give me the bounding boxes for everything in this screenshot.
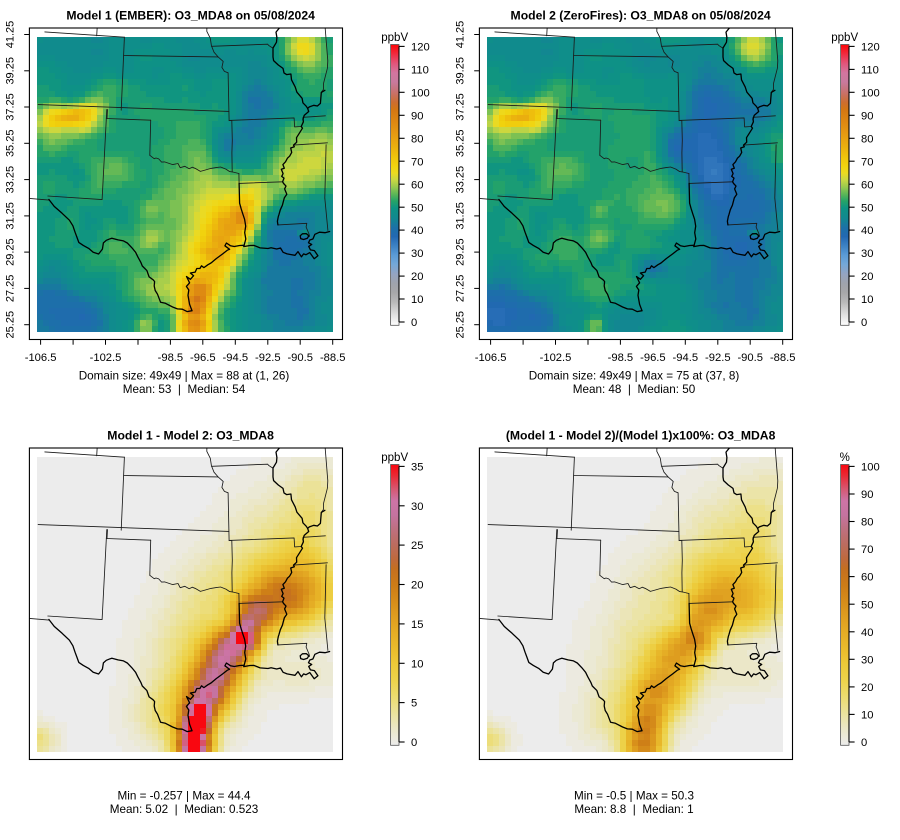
svg-text:20: 20 xyxy=(411,580,423,592)
svg-text:30: 30 xyxy=(861,248,873,260)
svg-text:50: 50 xyxy=(861,599,873,611)
svg-text:100: 100 xyxy=(411,87,430,99)
svg-text:15: 15 xyxy=(411,619,423,631)
svg-text:-90.5: -90.5 xyxy=(737,352,763,364)
svg-text:0: 0 xyxy=(861,317,867,329)
svg-text:Domain size: 49x49 | Max = 75: Domain size: 49x49 | Max = 75 at (37, 8) xyxy=(529,369,740,382)
svg-text:5: 5 xyxy=(411,698,417,710)
svg-text:0: 0 xyxy=(861,737,867,749)
svg-text:10: 10 xyxy=(411,294,423,306)
svg-text:90: 90 xyxy=(411,110,423,122)
svg-text:120: 120 xyxy=(861,42,880,54)
svg-text:Mean: 53 | Median: 54: Mean: 53 | Median: 54 xyxy=(123,383,246,396)
svg-text:ppbV: ppbV xyxy=(381,452,408,464)
svg-text:60: 60 xyxy=(411,179,423,191)
svg-text:31.25: 31.25 xyxy=(5,202,17,230)
svg-text:20: 20 xyxy=(861,271,873,283)
svg-text:40: 40 xyxy=(411,225,423,237)
svg-text:110: 110 xyxy=(861,65,879,77)
svg-text:35: 35 xyxy=(411,462,423,474)
svg-text:-106.5: -106.5 xyxy=(25,352,57,364)
svg-text:10: 10 xyxy=(861,294,873,306)
svg-text:Min = -0.5 | Max = 50.3: Min = -0.5 | Max = 50.3 xyxy=(574,789,694,802)
svg-text:120: 120 xyxy=(411,42,430,54)
svg-text:40: 40 xyxy=(861,225,873,237)
svg-text:-88.5: -88.5 xyxy=(320,352,346,364)
svg-text:33.25: 33.25 xyxy=(4,166,16,194)
svg-text:10: 10 xyxy=(411,658,423,670)
svg-text:Model 1 (EMBER): O3_MDA8 on 05: Model 1 (EMBER): O3_MDA8 on 05/08/2024 xyxy=(66,9,315,23)
svg-text:90: 90 xyxy=(861,489,873,501)
svg-text:-106.5: -106.5 xyxy=(475,352,507,364)
svg-text:110: 110 xyxy=(411,65,429,77)
svg-text:80: 80 xyxy=(411,133,423,145)
svg-text:70: 70 xyxy=(411,156,423,168)
svg-text:-102.5: -102.5 xyxy=(540,352,572,364)
svg-text:41.25: 41.25 xyxy=(4,21,16,49)
svg-text:%: % xyxy=(840,452,850,464)
svg-text:29.25: 29.25 xyxy=(5,238,17,266)
svg-text:27.25: 27.25 xyxy=(5,275,17,303)
svg-text:39.25: 39.25 xyxy=(4,57,16,85)
svg-text:-92.5: -92.5 xyxy=(255,352,281,364)
svg-text:50: 50 xyxy=(861,202,873,214)
svg-text:40: 40 xyxy=(861,627,873,639)
svg-text:-90.5: -90.5 xyxy=(287,352,313,364)
svg-text:Min = -0.257 | Max = 44.4: Min = -0.257 | Max = 44.4 xyxy=(118,789,251,802)
svg-text:35.25: 35.25 xyxy=(455,130,467,158)
svg-text:ppbV: ppbV xyxy=(381,32,408,44)
svg-text:25: 25 xyxy=(411,540,423,552)
svg-text:0: 0 xyxy=(411,737,417,749)
svg-text:29.25: 29.25 xyxy=(455,238,467,266)
svg-text:25.25: 25.25 xyxy=(454,311,466,339)
svg-text:Model 2 (ZeroFires): O3_MDA8 o: Model 2 (ZeroFires): O3_MDA8 on 05/08/20… xyxy=(511,9,771,23)
svg-text:90: 90 xyxy=(861,110,873,122)
svg-text:-94.5: -94.5 xyxy=(673,352,699,364)
svg-text:60: 60 xyxy=(861,179,873,191)
svg-text:Mean: 48 | Median: 50: Mean: 48 | Median: 50 xyxy=(573,383,696,396)
svg-text:27.25: 27.25 xyxy=(455,275,467,303)
svg-text:37.25: 37.25 xyxy=(4,93,16,121)
svg-text:80: 80 xyxy=(861,133,873,145)
svg-text:41.25: 41.25 xyxy=(455,21,467,49)
svg-text:Domain size: 49x49 | Max = 88: Domain size: 49x49 | Max = 88 at (1, 26) xyxy=(79,369,290,382)
svg-text:0: 0 xyxy=(411,317,417,329)
svg-text:-92.5: -92.5 xyxy=(705,352,731,364)
svg-text:39.25: 39.25 xyxy=(455,57,467,85)
svg-text:-96.5: -96.5 xyxy=(190,352,216,364)
svg-text:10: 10 xyxy=(861,710,873,722)
svg-text:Model 1 - Model 2: O3_MDA8: Model 1 - Model 2: O3_MDA8 xyxy=(107,429,274,443)
svg-text:Mean: 8.8 | Median: 1: Mean: 8.8 | Median: 1 xyxy=(574,803,693,816)
svg-text:-94.5: -94.5 xyxy=(223,352,249,364)
svg-text:35.25: 35.25 xyxy=(4,130,16,158)
svg-text:100: 100 xyxy=(861,462,880,474)
svg-text:Mean: 5.02 | Median: 0.523: Mean: 5.02 | Median: 0.523 xyxy=(110,803,259,816)
svg-text:30: 30 xyxy=(411,248,423,260)
svg-text:ppbV: ppbV xyxy=(831,32,858,44)
svg-text:-88.5: -88.5 xyxy=(770,352,796,364)
svg-text:-96.5: -96.5 xyxy=(640,352,666,364)
svg-text:-98.5: -98.5 xyxy=(608,352,634,364)
svg-text:20: 20 xyxy=(411,271,423,283)
svg-text:33.25: 33.25 xyxy=(455,166,467,194)
svg-text:50: 50 xyxy=(411,202,423,214)
svg-text:30: 30 xyxy=(861,654,873,666)
svg-text:31.25: 31.25 xyxy=(455,202,467,230)
svg-text:-102.5: -102.5 xyxy=(90,352,122,364)
svg-text:70: 70 xyxy=(861,156,873,168)
svg-text:100: 100 xyxy=(861,87,880,99)
svg-text:37.25: 37.25 xyxy=(455,93,467,121)
svg-text:20: 20 xyxy=(861,682,873,694)
svg-text:(Model 1 - Model 2)/(Model 1)x: (Model 1 - Model 2)/(Model 1)x100%: O3_M… xyxy=(506,429,776,443)
svg-text:25.25: 25.25 xyxy=(4,311,16,339)
svg-text:-98.5: -98.5 xyxy=(158,352,184,364)
svg-text:80: 80 xyxy=(861,517,873,529)
svg-text:70: 70 xyxy=(861,544,873,556)
svg-text:60: 60 xyxy=(861,572,873,584)
svg-text:30: 30 xyxy=(411,501,423,513)
